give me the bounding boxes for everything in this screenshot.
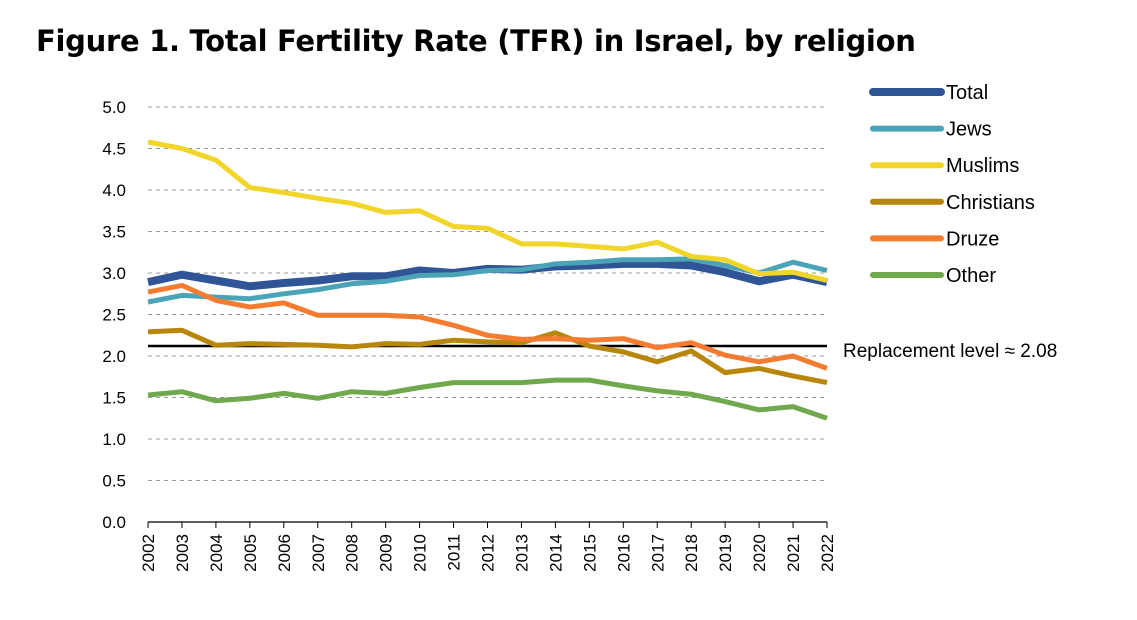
series-lines (147, 139, 828, 421)
y-tick-label: 2.0 (102, 347, 126, 366)
x-tick-label: 2015 (580, 534, 599, 572)
y-tick-label: 3.0 (102, 264, 126, 283)
x-tick-label: 2021 (784, 534, 803, 572)
y-tick-label: 1.0 (102, 430, 126, 449)
y-tick-label: 0.5 (102, 472, 126, 491)
x-tick-label: 2019 (716, 534, 735, 572)
x-tick-label: 2017 (648, 534, 667, 572)
x-tick-label: 2018 (682, 534, 701, 572)
y-tick-label: 3.5 (102, 223, 126, 242)
x-tick-label: 2014 (546, 534, 565, 572)
y-tick-label: 1.5 (102, 389, 126, 408)
x-tick-label: 2005 (241, 534, 260, 572)
x-tick-label: 2020 (750, 534, 769, 572)
x-tick-label: 2012 (479, 534, 498, 572)
x-tick-label: 2022 (818, 534, 837, 572)
series-line-jews (147, 256, 828, 305)
x-tick-label: 2007 (309, 534, 328, 572)
y-tick-label: 4.5 (102, 140, 126, 159)
x-tick-label: 2013 (512, 534, 531, 572)
x-tick-label: 2010 (411, 534, 430, 572)
y-tick-label: 4.0 (102, 181, 126, 200)
series-line-christians (147, 327, 828, 386)
series-line-muslims (147, 139, 828, 283)
x-tick-label: 2016 (614, 534, 633, 572)
axes: 0.0 0.5 1.0 1.5 2.0 2.5 3.0 3.5 4.0 4.5 5.0 2002 200… (102, 98, 837, 572)
chart-title: Figure 1. Total Fertility Rate (TFR) in … (36, 24, 916, 58)
x-tick-label: 2008 (343, 534, 362, 572)
replacement-level-label: Replacement level ≈ 2.08 (843, 341, 1057, 362)
x-tick-label: 2004 (207, 534, 226, 572)
y-tick-label: 2.5 (102, 306, 126, 325)
x-tick-label: 2003 (173, 534, 192, 572)
x-tick-label: 2002 (139, 534, 158, 572)
series-line-other (147, 377, 828, 421)
legend-label-muslims: Muslims (946, 155, 1019, 177)
y-tick-label: 5.0 (102, 98, 126, 117)
legend: Total Jews Muslims Christians Druze Other (869, 82, 1035, 287)
legend-label-jews: Jews (946, 119, 992, 141)
y-tick-label: 0.0 (102, 513, 126, 532)
x-tick-label: 2009 (377, 534, 396, 572)
legend-label-other: Other (946, 265, 996, 287)
series-line-druze (147, 282, 828, 371)
x-tick-label: 2006 (275, 534, 294, 572)
gridlines (148, 106, 827, 481)
legend-label-christians: Christians (946, 192, 1035, 214)
x-tick-label: 2011 (445, 534, 464, 571)
legend-label-total: Total (946, 82, 988, 104)
legend-label-druze: Druze (946, 228, 999, 250)
